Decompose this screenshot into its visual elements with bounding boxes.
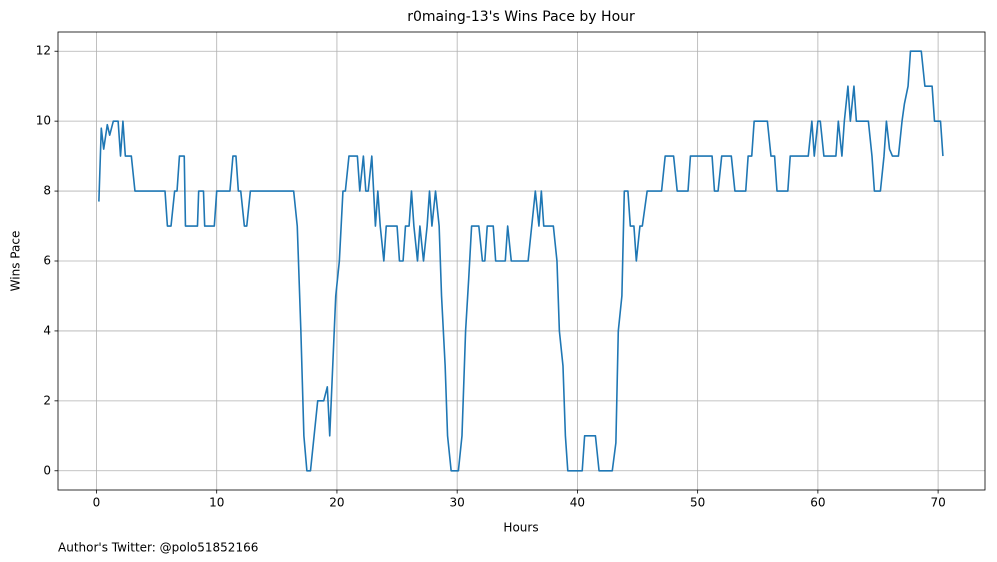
x-tick-label: 60 [810,496,825,510]
data-line [98,50,944,472]
y-tick-label: 2 [43,393,51,407]
y-tick-label: 0 [43,463,51,477]
x-tick-label: 40 [570,496,585,510]
x-tick-label: 0 [93,496,101,510]
y-tick-label: 8 [43,184,51,198]
x-tick-label: 30 [450,496,465,510]
y-axis-label: Wins Pace [9,231,23,292]
chart-title: r0maing-13's Wins Pace by Hour [407,9,635,25]
y-tick-label: 12 [36,44,51,58]
y-tick-label: 6 [43,254,51,268]
footnote: Author's Twitter: @polo51852166 [58,541,258,555]
x-tick-label: 70 [930,496,945,510]
x-tick-label: 10 [209,496,224,510]
y-tick-label: 10 [36,114,51,128]
plot-frame [57,31,986,491]
y-tick-label: 4 [43,323,51,337]
x-tick-label: 20 [329,496,344,510]
x-axis-label: Hours [503,521,538,535]
x-tick-label: 50 [690,496,705,510]
